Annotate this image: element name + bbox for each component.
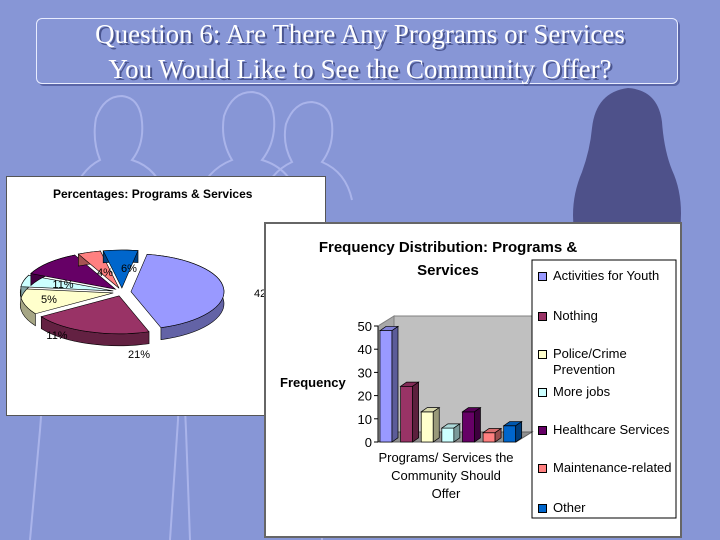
y-tick-label-4: 40: [358, 342, 372, 357]
legend-swatch-6: [538, 504, 547, 513]
y-tick-label-0: 0: [365, 435, 372, 450]
legend-swatch-4: [538, 426, 547, 435]
bar-2: [420, 406, 441, 443]
bar-chart-panel: Frequency Distribution: Programs & Servi…: [264, 222, 682, 538]
bar-6: [502, 420, 523, 443]
pie-slice-0: [130, 253, 225, 341]
y-tick-label-3: 30: [358, 365, 372, 380]
legend-swatch-2: [538, 350, 547, 359]
y-axis-label: Frequency: [280, 375, 346, 390]
pie-chart-title: Percentages: Programs & Services: [53, 187, 253, 201]
pie-slice-4: [30, 254, 117, 290]
pie-label-4: 11%: [52, 279, 73, 291]
pie-label-5: 4%: [97, 267, 113, 279]
pie-slice-1: [40, 295, 150, 347]
bar-1: [399, 381, 420, 443]
bar-3: [440, 423, 461, 443]
legend-label-5: Maintenance-related: [553, 460, 672, 475]
legend-label-2: Police/Crime Prevention: [553, 346, 627, 377]
legend-swatch-3: [538, 388, 547, 397]
bar-chart-title: Frequency Distribution: Programs & Servi…: [318, 239, 578, 279]
title-frame: [36, 18, 678, 84]
y-tick-label-5: 50: [358, 319, 372, 334]
y-tick-label-1: 10: [358, 412, 372, 427]
woman-silhouette: [573, 88, 681, 230]
slide-title-line-1: Question 6: Are There Any Programs or Se…: [95, 19, 625, 49]
pie-label-3: 5%: [41, 294, 57, 306]
pie-slice-3: [20, 274, 114, 299]
legend-label-3: More jobs: [553, 384, 611, 399]
bar-chart: 0 10 20 30 40 50: [358, 259, 677, 519]
y-tick-label-2: 20: [358, 389, 372, 404]
legend-swatch-5: [538, 464, 547, 473]
legend-label-4: Healthcare Services: [553, 422, 670, 437]
legend-swatch-1: [538, 312, 547, 321]
pie-chart: 42%21%11%5%11%4%6%: [19, 249, 276, 361]
pie-label-1: 21%: [128, 349, 150, 361]
bar-0: [378, 325, 400, 443]
slide-title-line-2: You Would Like to See the Community Offe…: [108, 54, 612, 84]
pie-slice-6: [102, 249, 139, 289]
legend-label-0: Activities for Youth: [553, 268, 660, 283]
x-axis-label: Programs/ Services the Community Should …: [378, 450, 514, 501]
pie-label-6: 6%: [121, 263, 137, 275]
bar-5: [481, 427, 503, 443]
pie-label-2: 11%: [46, 330, 67, 342]
legend-label-6: Other: [553, 500, 586, 515]
pie-slice-5: [77, 250, 120, 289]
legend-frame: [531, 259, 677, 519]
legend-label-1: Nothing: [553, 308, 598, 323]
legend-swatch-0: [538, 272, 547, 281]
bar-4: [461, 406, 482, 443]
